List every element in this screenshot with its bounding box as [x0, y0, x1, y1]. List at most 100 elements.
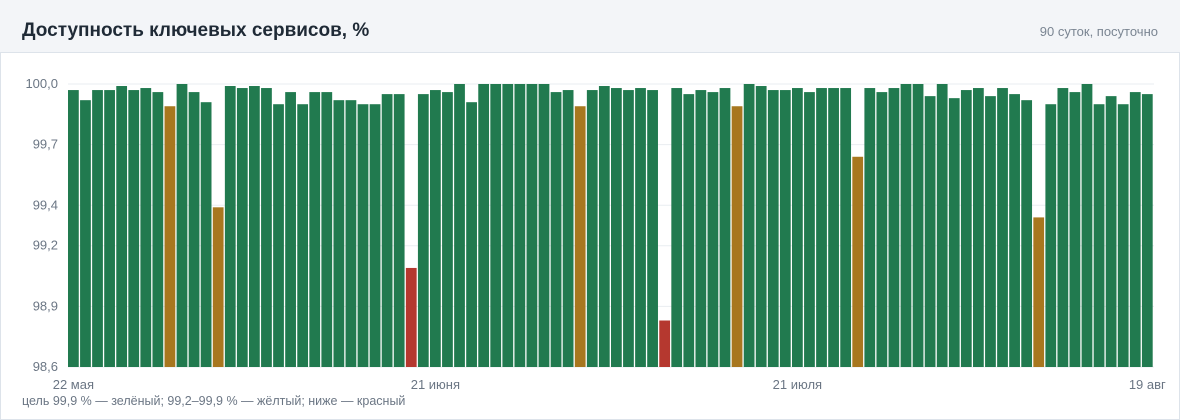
bars — [68, 84, 1153, 368]
bar[interactable] — [743, 84, 755, 367]
bar[interactable] — [454, 84, 465, 367]
bar[interactable] — [224, 86, 236, 368]
bar[interactable] — [1081, 84, 1093, 367]
bar[interactable] — [635, 88, 646, 367]
bar[interactable] — [152, 92, 164, 367]
bar[interactable] — [731, 106, 743, 368]
bar[interactable] — [345, 100, 357, 368]
bar[interactable] — [297, 104, 309, 368]
y-tick-label: 100,0 — [25, 76, 58, 91]
x-tick-label: 22 мая — [53, 377, 94, 392]
bar[interactable] — [985, 96, 996, 367]
bar[interactable] — [514, 84, 526, 367]
bar[interactable] — [924, 96, 936, 367]
x-tick-label: 21 июня — [411, 377, 460, 392]
bar[interactable] — [1093, 104, 1105, 368]
bar[interactable] — [333, 100, 345, 368]
bar[interactable] — [188, 92, 200, 367]
bar[interactable] — [912, 84, 924, 367]
bar[interactable] — [623, 90, 634, 367]
bar[interactable] — [502, 84, 514, 367]
bar[interactable] — [550, 92, 562, 367]
bar[interactable] — [707, 92, 719, 367]
bar[interactable] — [960, 90, 972, 367]
bar[interactable] — [1069, 92, 1081, 367]
bar[interactable] — [1129, 92, 1141, 367]
bar[interactable] — [273, 104, 284, 368]
bar[interactable] — [1045, 104, 1057, 368]
bar[interactable] — [140, 88, 152, 367]
bar[interactable] — [852, 156, 864, 367]
bar[interactable] — [309, 92, 321, 367]
bar[interactable] — [683, 94, 695, 368]
bar[interactable] — [526, 84, 538, 367]
bar[interactable] — [80, 100, 91, 368]
bar[interactable] — [538, 84, 550, 367]
bar[interactable] — [381, 94, 393, 368]
bar[interactable] — [68, 90, 79, 367]
bar[interactable] — [200, 102, 212, 367]
bar[interactable] — [767, 90, 779, 367]
bar[interactable] — [755, 86, 767, 368]
bar[interactable] — [116, 86, 128, 368]
bar[interactable] — [236, 88, 248, 367]
bar[interactable] — [1033, 217, 1045, 367]
bar[interactable] — [695, 90, 707, 367]
bar[interactable] — [997, 88, 1008, 367]
bar[interactable] — [647, 90, 658, 367]
bar[interactable] — [1105, 96, 1117, 367]
bar[interactable] — [562, 90, 574, 367]
bar[interactable] — [357, 104, 369, 368]
bar[interactable] — [936, 84, 948, 367]
bar[interactable] — [1141, 94, 1153, 368]
bar[interactable] — [128, 90, 140, 367]
bar[interactable] — [671, 88, 683, 367]
bar[interactable] — [840, 88, 852, 367]
bar[interactable] — [598, 86, 610, 368]
bar[interactable] — [164, 106, 176, 368]
bar[interactable] — [792, 88, 803, 367]
bar[interactable] — [611, 88, 622, 367]
bar[interactable] — [828, 88, 839, 367]
bar[interactable] — [1057, 88, 1069, 367]
bar[interactable] — [176, 84, 188, 367]
color-legend-note: цель 99,9 % — зелёный; 99,2–99,9 % — жёл… — [22, 394, 406, 408]
chart-subtitle: 90 суток, посуточно — [1039, 24, 1158, 39]
bar[interactable] — [574, 106, 586, 368]
bar[interactable] — [816, 88, 827, 367]
bar[interactable] — [405, 267, 417, 367]
bar[interactable] — [490, 84, 502, 367]
bar[interactable] — [249, 86, 260, 368]
bar[interactable] — [948, 98, 960, 368]
bar[interactable] — [466, 102, 477, 367]
bar[interactable] — [719, 88, 731, 367]
bar[interactable] — [321, 92, 333, 367]
bar[interactable] — [586, 90, 598, 367]
bar[interactable] — [285, 92, 296, 367]
bar[interactable] — [876, 92, 888, 367]
chart-title: Доступность ключевых сервисов, % — [22, 20, 370, 41]
bar[interactable] — [1021, 100, 1033, 368]
bar[interactable] — [212, 207, 224, 367]
bar[interactable] — [1117, 104, 1129, 368]
bar[interactable] — [900, 84, 912, 367]
bar[interactable] — [393, 94, 405, 368]
bar[interactable] — [659, 320, 671, 367]
bar[interactable] — [369, 104, 381, 368]
bar[interactable] — [973, 88, 984, 367]
bar[interactable] — [104, 90, 115, 367]
bar[interactable] — [430, 90, 441, 367]
y-axis-ticks: 100,0 99,7 99,4 99,2 98,9 98,6 — [25, 76, 58, 374]
bar[interactable] — [442, 92, 453, 367]
bar[interactable] — [864, 88, 876, 367]
bar[interactable] — [92, 90, 103, 367]
bar[interactable] — [417, 94, 429, 368]
bar[interactable] — [261, 88, 272, 367]
bar[interactable] — [478, 84, 490, 367]
bar[interactable] — [779, 90, 791, 367]
bar[interactable] — [888, 88, 900, 367]
bar[interactable] — [1009, 94, 1020, 368]
y-tick-label: 99,7 — [33, 137, 58, 152]
bar[interactable] — [804, 92, 815, 367]
